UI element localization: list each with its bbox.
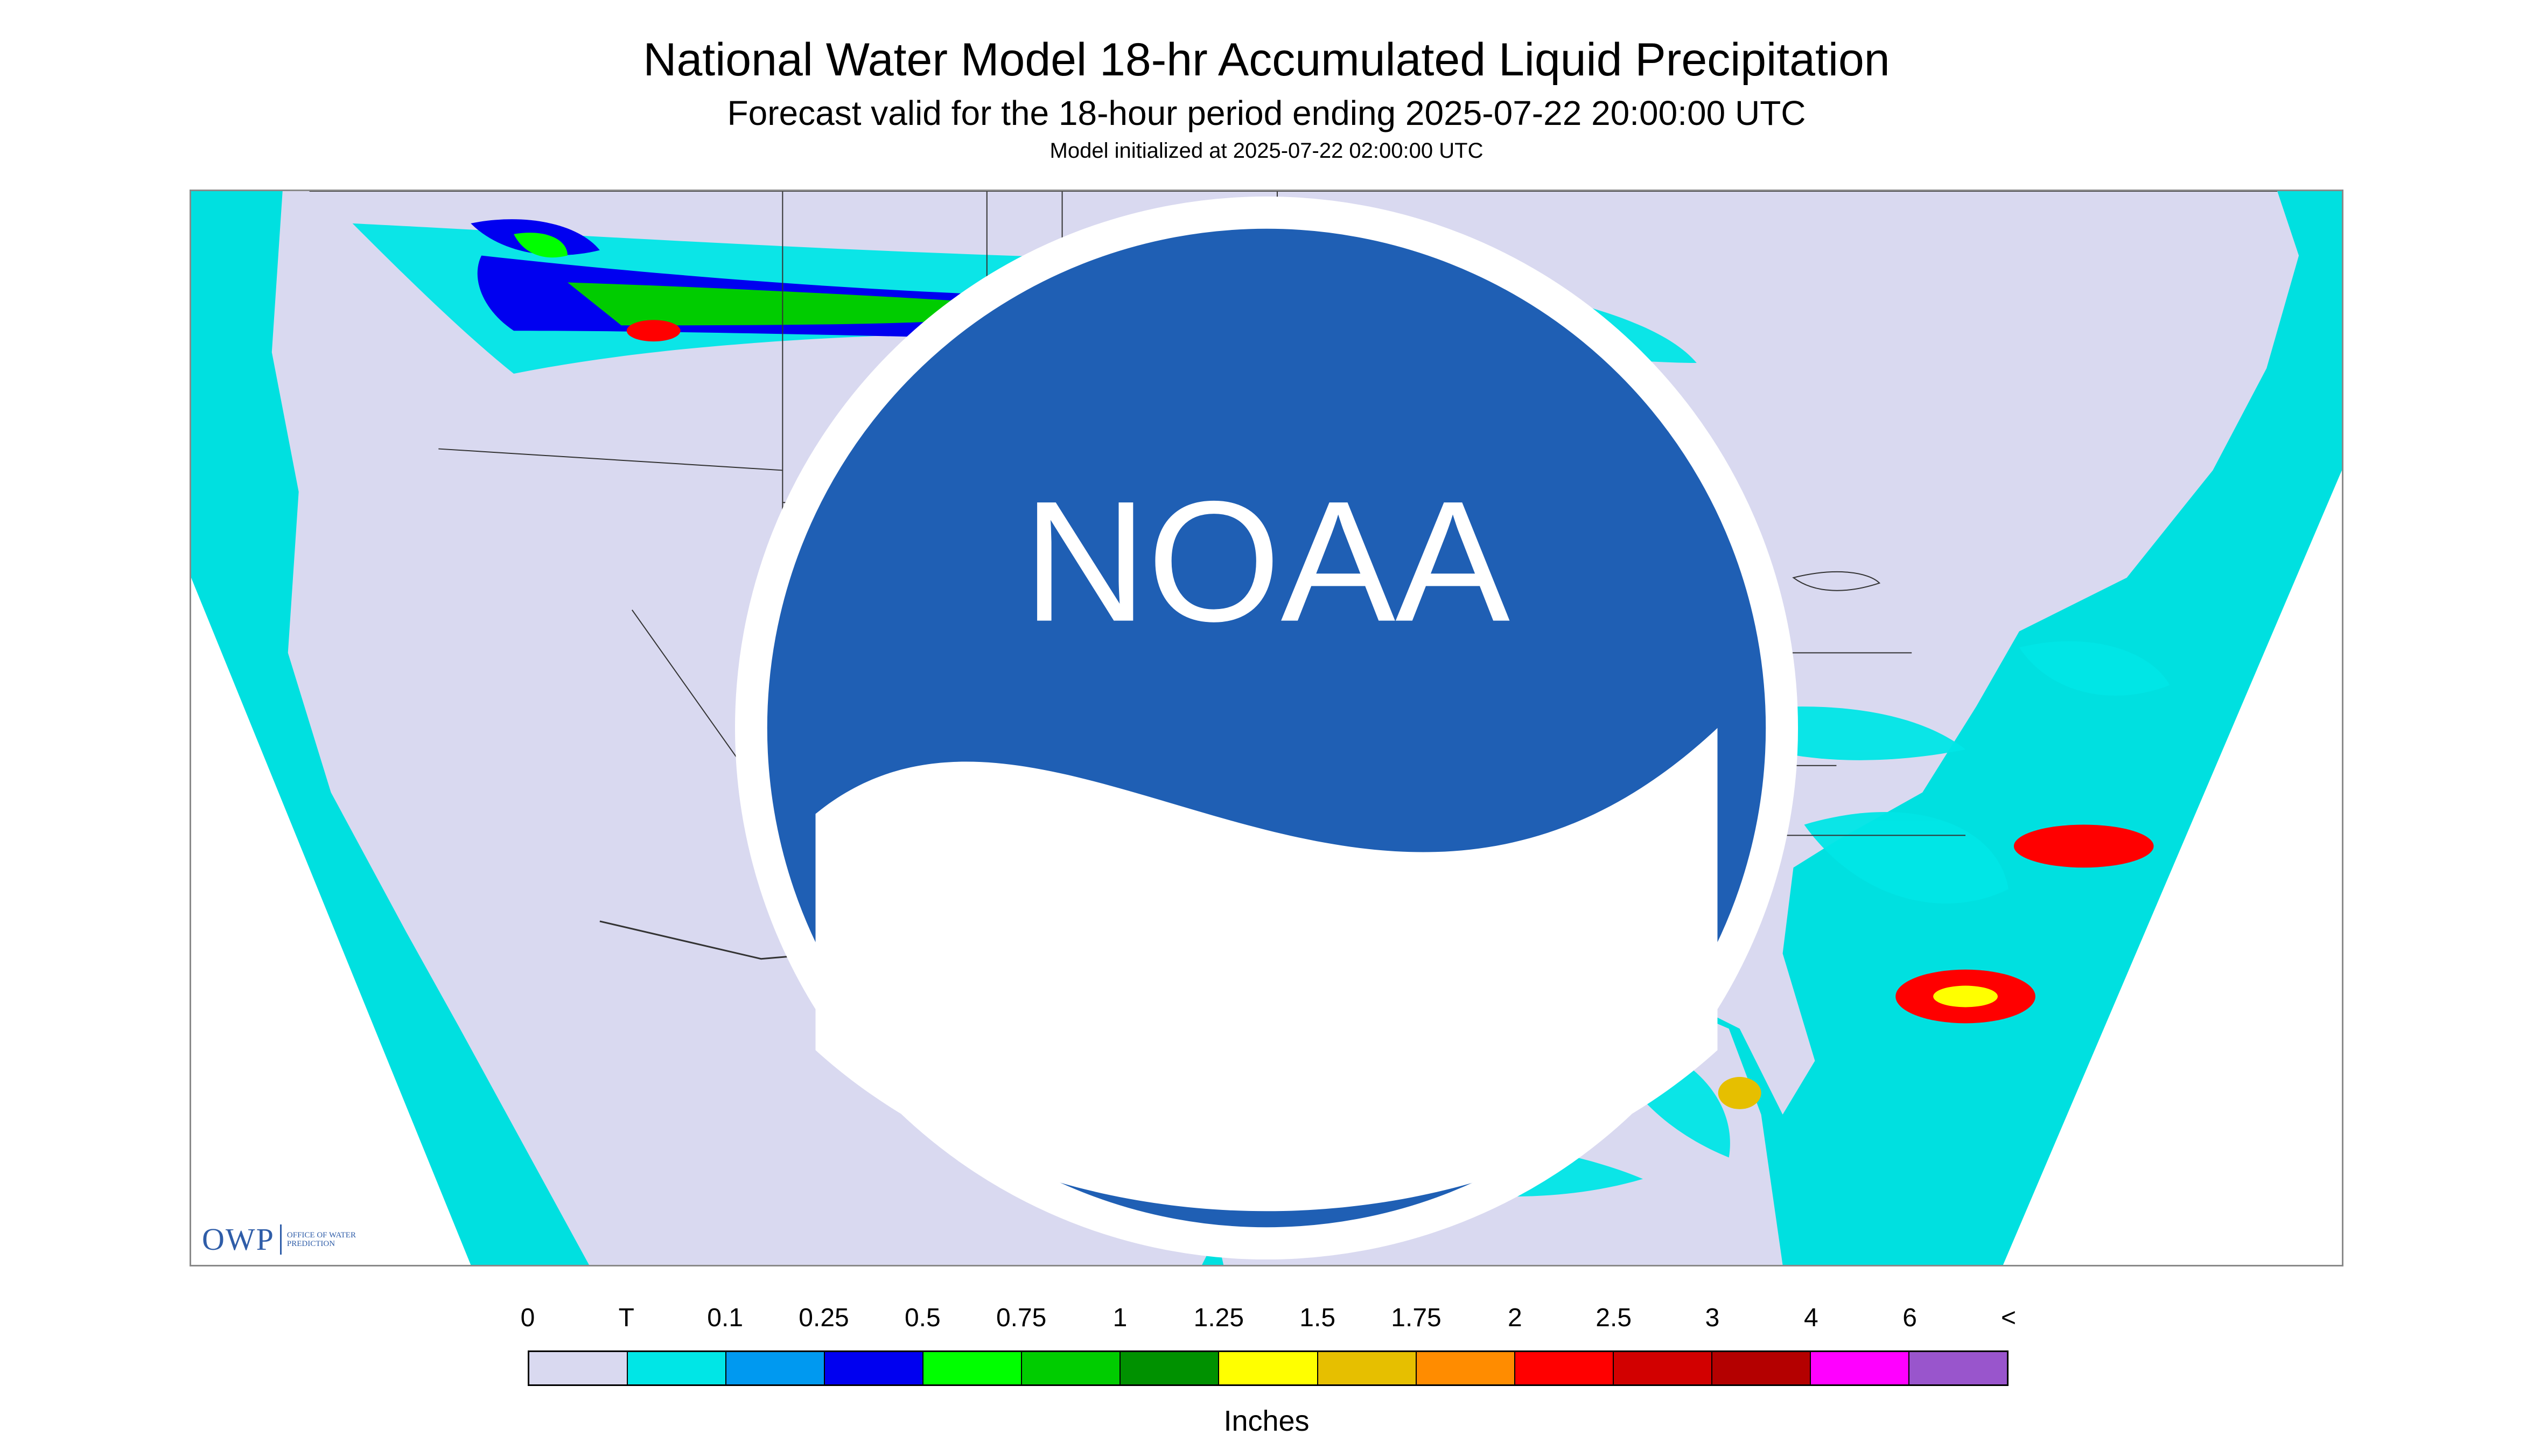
legend-swatch xyxy=(1909,1352,2007,1384)
legend-labels: 0 T 0.1 0.25 0.5 0.75 1 1.25 1.5 1.75 2 2.5 3 4 6 < xyxy=(521,1303,2017,1335)
owp-logo-mark: OWP xyxy=(202,1222,275,1257)
legend-label: 1.25 xyxy=(1193,1304,1244,1332)
legend-swatch xyxy=(1515,1352,1614,1384)
legend-label: 0 xyxy=(520,1304,535,1332)
legend-swatch xyxy=(1416,1352,1515,1384)
legend-label: 4 xyxy=(1803,1304,1818,1332)
owp-logo: OWP OFFICE OF WATER PREDICTION xyxy=(202,1221,362,1257)
legend-label: 0.1 xyxy=(707,1304,744,1332)
legend-swatch xyxy=(1219,1352,1318,1384)
legend-swatch xyxy=(1613,1352,1712,1384)
legend-label: 0.75 xyxy=(996,1304,1047,1332)
legend-label: 3 xyxy=(1705,1304,1720,1332)
precipitation-map: OWP OFFICE OF WATER PREDICTION NOAA xyxy=(190,190,2343,1266)
legend-swatch xyxy=(726,1352,825,1384)
legend-label: 2.5 xyxy=(1596,1304,1632,1332)
owp-logo-divider xyxy=(279,1224,282,1255)
legend-swatch xyxy=(1712,1352,1811,1384)
legend-label: 1 xyxy=(1112,1304,1128,1332)
legend-label: 0.25 xyxy=(799,1304,849,1332)
legend-label: 1.75 xyxy=(1391,1304,1442,1332)
map-subtitle: Forecast valid for the 18-hour period en… xyxy=(727,94,1806,132)
legend-swatch xyxy=(529,1352,628,1384)
legend-swatch xyxy=(1810,1352,1909,1384)
legend-swatch xyxy=(825,1352,924,1384)
legend-label: 1.5 xyxy=(1299,1304,1336,1332)
legend-swatch xyxy=(1318,1352,1417,1384)
noaa-logo-label: NOAA xyxy=(1023,465,1511,657)
owp-logo-text: OFFICE OF WATER PREDICTION xyxy=(286,1230,356,1248)
legend-color-bar xyxy=(528,1350,2009,1386)
legend-swatch xyxy=(628,1352,727,1384)
legend-swatch xyxy=(923,1352,1023,1384)
noaa-logo-icon: NOAA xyxy=(734,196,1799,1260)
legend-label: T xyxy=(618,1304,634,1332)
legend-units: Inches xyxy=(1223,1405,1310,1437)
map-title: National Water Model 18-hr Accumulated L… xyxy=(643,34,1890,86)
legend-swatch xyxy=(1022,1352,1121,1384)
legend-label: < xyxy=(2000,1304,2017,1332)
legend-label: 0.5 xyxy=(904,1304,941,1332)
model-init-time: Model initialized at 2025-07-22 02:00:00… xyxy=(1049,139,1484,163)
legend-label: 6 xyxy=(1902,1304,1918,1332)
legend-label: 2 xyxy=(1507,1304,1522,1332)
legend-swatch xyxy=(1121,1352,1220,1384)
